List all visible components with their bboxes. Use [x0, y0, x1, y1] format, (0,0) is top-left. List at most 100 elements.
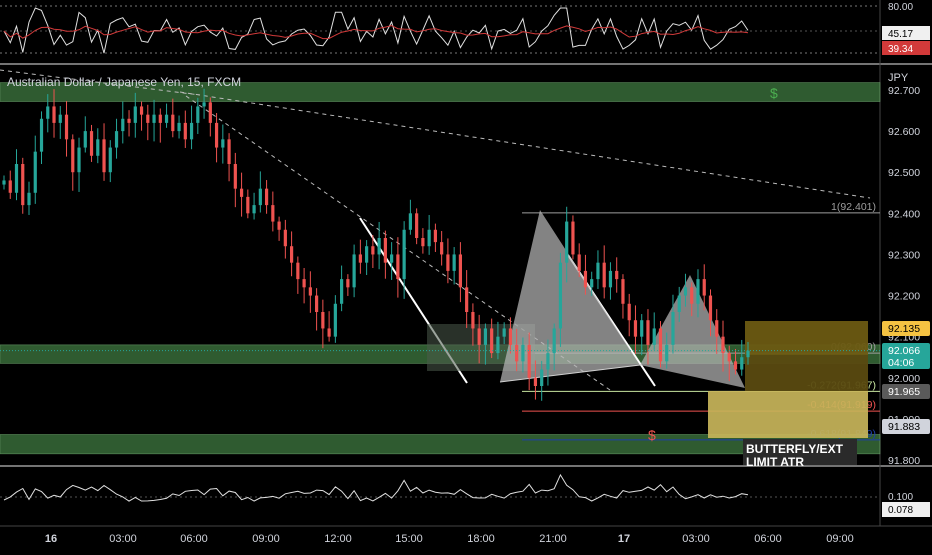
candle-body — [390, 254, 394, 263]
candle-body — [64, 114, 69, 140]
candle-body — [496, 336, 500, 354]
price-badge-label-0: 92.135 — [888, 323, 920, 335]
candle-body — [277, 221, 281, 230]
target-box-upper — [745, 321, 868, 355]
candle-body — [527, 344, 531, 378]
rsi-value-badge — [882, 26, 930, 40]
candle-body — [114, 131, 119, 148]
candle-body — [396, 254, 400, 280]
candle-body — [71, 139, 75, 173]
candle-body — [727, 353, 731, 362]
candle-body — [477, 328, 481, 345]
candle-body — [640, 320, 644, 337]
candle-body — [627, 303, 631, 321]
candle-body — [308, 287, 312, 296]
dollar-marker-top: $ — [770, 85, 778, 101]
candle-body — [146, 114, 150, 123]
candle-body — [440, 242, 444, 255]
candle-body — [583, 270, 588, 288]
rsi-pane — [0, 5, 880, 54]
time-tick-10: 06:00 — [754, 533, 782, 545]
rsi-upper-label: 80.00 — [888, 2, 913, 13]
candle-body — [133, 106, 137, 123]
candle-body — [77, 147, 81, 173]
candle-body — [446, 254, 450, 271]
pattern-label: BUTTERFLY/EXT — [746, 442, 844, 456]
time-tick-2: 06:00 — [180, 533, 208, 545]
candle-body — [221, 139, 225, 148]
candle-body — [27, 192, 31, 206]
rsi-line — [3, 7, 749, 54]
candle-body — [89, 131, 94, 156]
time-tick-0: 16 — [45, 533, 57, 545]
dollar-marker-bottom: $ — [648, 427, 656, 443]
candle-body — [502, 328, 506, 337]
price-badge-sub-1: 04:06 — [888, 357, 914, 369]
candle-body — [196, 106, 200, 123]
price-tick-4: 92.300 — [888, 249, 920, 261]
price-unit-label: JPY — [888, 72, 909, 84]
price-tick-5: 92.200 — [888, 291, 920, 303]
candle-body — [708, 295, 713, 321]
price-badge-0 — [882, 321, 930, 336]
candle-body — [577, 254, 581, 271]
price-tick-0: 92.700 — [888, 85, 920, 97]
candle-body — [164, 114, 169, 123]
candle-body — [46, 106, 50, 119]
time-tick-5: 15:00 — [395, 533, 423, 545]
candle-body — [483, 328, 488, 345]
time-tick-11: 09:00 — [826, 533, 854, 545]
time-tick-8: 17 — [618, 533, 630, 545]
candle-body — [214, 122, 219, 148]
price-tick-2: 92.500 — [888, 167, 920, 179]
candle-body — [458, 254, 463, 288]
candle-body — [608, 270, 613, 288]
candle-body — [371, 246, 375, 255]
chart-title: Australian Dollar / Japanese Yen, 15, FX… — [7, 75, 242, 89]
pattern-sublabel: LIMIT ATR — [746, 455, 804, 469]
candle-body — [183, 122, 187, 140]
time-tick-4: 12:00 — [324, 533, 352, 545]
candle-body — [677, 295, 681, 312]
candle-body — [39, 118, 44, 152]
candle-body — [246, 196, 250, 214]
price-badge-1 — [882, 343, 930, 369]
candle-body — [283, 229, 287, 247]
target-box — [708, 321, 868, 438]
time-tick-7: 21:00 — [539, 533, 567, 545]
candle-body — [552, 328, 556, 354]
pattern-label-box — [743, 439, 857, 465]
candle-body — [490, 328, 494, 354]
price-tick-1: 92.600 — [888, 126, 920, 138]
candle-body — [102, 139, 106, 173]
candle-body — [8, 180, 12, 193]
candle-body — [271, 205, 275, 222]
time-axis[interactable]: 16 03:00 06:00 09:00 12:00 15:00 18:00 21:00 17 0… — [45, 533, 854, 545]
candle-body — [208, 102, 212, 123]
candle-body — [565, 221, 569, 263]
time-tick-1: 03:00 — [109, 533, 137, 545]
candle-body — [671, 312, 675, 345]
candle-body — [127, 118, 131, 123]
candle-body — [540, 369, 544, 386]
candle-body — [189, 122, 194, 140]
candle-body — [508, 328, 513, 345]
candle-body — [358, 254, 362, 263]
price-axis[interactable]: 92.700 92.600 92.500 92.400 92.300 92.200 92.1… — [888, 85, 920, 467]
candle-body — [327, 328, 331, 337]
candle-body — [665, 344, 669, 362]
candle-body — [14, 164, 19, 193]
candle-body — [427, 229, 431, 247]
candle-body — [408, 213, 412, 230]
candle-body — [383, 238, 387, 263]
candle-body — [690, 287, 694, 304]
candle-body — [558, 262, 563, 329]
pattern-triangle-1 — [500, 210, 640, 382]
price-tick-7: 92.000 — [888, 373, 920, 385]
atr-value-badge — [882, 502, 930, 517]
fib-label-0: 1(92.401) — [831, 201, 876, 213]
candle-body — [465, 287, 469, 312]
target-box-lower — [745, 355, 868, 391]
